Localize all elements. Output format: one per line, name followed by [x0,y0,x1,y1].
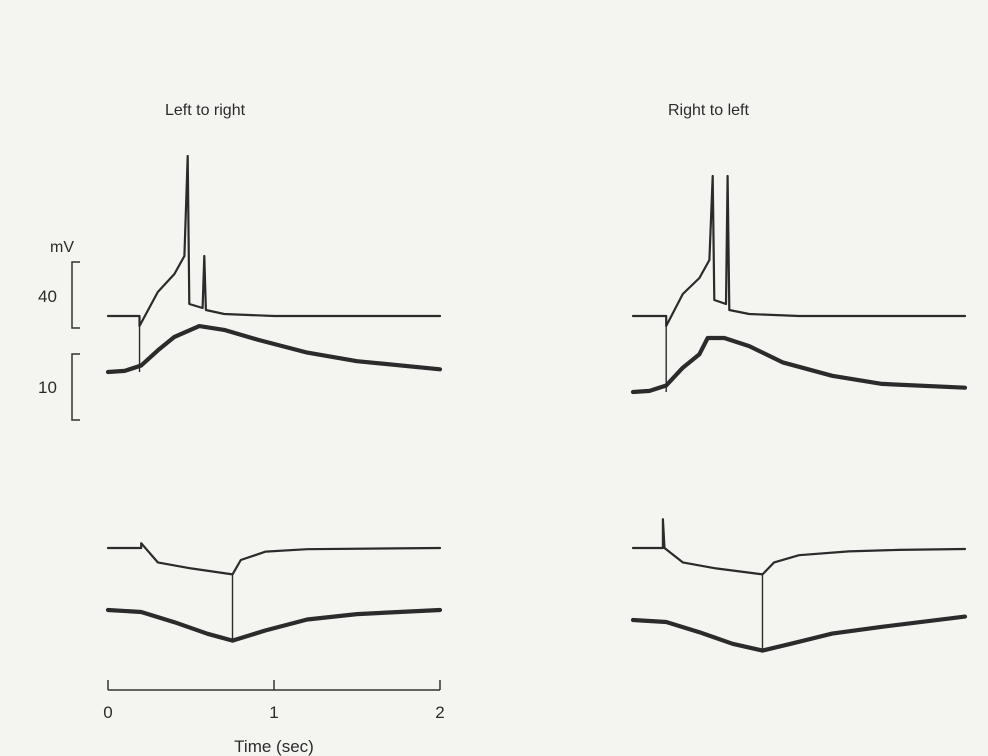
trace-left-inhibitory-response [105,607,443,643]
x-tick-label-1: 1 [269,703,278,722]
scale-bar-40 [71,261,80,329]
x-tick-label-2: 2 [435,703,444,722]
x-axis-ticks: 0 1 2 [103,680,445,722]
scale-bar-40-label: 40 [38,287,57,306]
x-tick-label-0: 0 [103,703,112,722]
trace-left-inhibitory-potential [106,542,442,576]
trace-right-inhibitory-potential [631,518,967,576]
trace-right-excitatory-response [630,335,968,395]
trace-left-excitatory-potential [106,154,442,328]
scale-unit-label: mV [50,239,74,256]
panel-title-right: Right to left [668,102,749,119]
trace-right-inhibitory-response [630,614,968,653]
x-axis-label: Time (sec) [234,737,314,756]
trace-right-excitatory-potential [631,174,967,328]
scale-bar-10 [71,353,80,421]
scale-bar-10-label: 10 [38,378,57,397]
traces-group [105,154,968,653]
trace-left-excitatory-response [105,324,443,375]
panel-title-left: Left to right [165,102,246,119]
